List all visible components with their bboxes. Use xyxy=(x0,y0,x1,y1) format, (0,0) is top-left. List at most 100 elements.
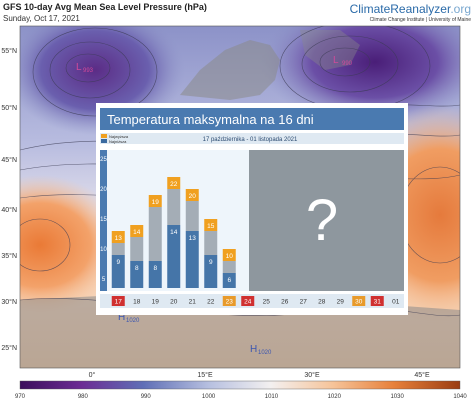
y-tick-label: 20 xyxy=(100,187,107,193)
colorbar-tick-label: 1040 xyxy=(453,394,467,400)
y-tick-label: 15 xyxy=(100,217,107,223)
x-tick-label: 20 xyxy=(170,299,178,306)
legend-label-high: Najwyższa xyxy=(109,134,129,139)
data-label-high: 15 xyxy=(207,223,215,230)
high-value: 1020 xyxy=(126,318,140,324)
bar-range xyxy=(111,243,125,255)
x-tick-label: 24 xyxy=(244,299,252,306)
bar-high-temperature xyxy=(148,195,162,207)
pressure-colorbar xyxy=(19,380,461,390)
lat-label: 30°N xyxy=(1,298,17,306)
lat-label: 25°N xyxy=(1,344,17,352)
latitude-labels: 55°N 50°N 45°N 40°N 35°N 30°N 25°N xyxy=(1,47,17,352)
colorbar-tick-label: 1020 xyxy=(328,394,342,400)
temperature-card: Temperatura maksymalna na 16 dni 17 paźd… xyxy=(96,103,408,315)
data-label-high: 19 xyxy=(152,199,160,206)
card-title-bar xyxy=(100,108,404,130)
x-tick-label: 01 xyxy=(392,299,400,306)
lon-label: 0° xyxy=(89,371,96,379)
x-tick-label: 31 xyxy=(374,299,382,306)
low-symbol: L xyxy=(333,55,339,66)
x-tick-highlight xyxy=(111,296,125,306)
x-tick-label: 30 xyxy=(355,299,363,306)
y-axis-ticks: 5 10 15 20 25 xyxy=(100,157,107,283)
x-tick-highlight xyxy=(352,296,366,306)
map-title: GFS 10-day Avg Mean Sea Level Pressure (… xyxy=(3,2,207,12)
x-tick-highlight xyxy=(222,296,236,306)
data-label-low: 9 xyxy=(209,259,213,266)
chart-subtitle: 17 października - 01 listopada 2021 xyxy=(203,137,298,143)
subtitle-bar xyxy=(100,133,404,144)
bar-series: 13 9 14 8 19 8 22 14 20 13 15 9 10 6 xyxy=(111,177,236,288)
data-label-low: 8 xyxy=(153,265,157,272)
data-label-low: 14 xyxy=(170,229,178,236)
x-tick-highlight xyxy=(241,296,255,306)
low-symbol: L xyxy=(76,62,82,73)
bar-low-temperature xyxy=(167,225,181,288)
colorbar-tick-label: 990 xyxy=(141,394,152,400)
bar-high-temperature xyxy=(222,249,236,261)
bar-high-temperature xyxy=(111,231,125,243)
bar-range xyxy=(148,207,162,261)
colorbar-tick-label: 1010 xyxy=(265,394,279,400)
high-value: 1020 xyxy=(258,350,272,356)
bar-low-temperature xyxy=(130,261,144,288)
data-label-high: 14 xyxy=(133,229,141,236)
bar-low-temperature xyxy=(204,255,218,288)
lon-label: 15°E xyxy=(197,371,213,379)
bar-range xyxy=(167,189,181,225)
data-label-high: 13 xyxy=(115,235,123,242)
x-axis-ticks: 17 18 19 20 21 22 23 24 25 26 27 28 29 30 31 01 xyxy=(111,296,400,306)
x-tick-label: 21 xyxy=(189,299,197,306)
y-axis-strip xyxy=(100,150,107,291)
y-tick-label: 25 xyxy=(100,157,107,163)
legend-swatch-high xyxy=(101,134,107,138)
low-value: 993 xyxy=(83,68,94,74)
x-tick-label: 18 xyxy=(133,299,141,306)
y-tick-label: 10 xyxy=(100,247,107,253)
data-label-low: 8 xyxy=(135,265,139,272)
unknown-forecast-mark: ? xyxy=(306,188,338,253)
colorbar-ticks: 970 980 990 1000 1010 1020 1030 1040 xyxy=(15,394,467,400)
bar-high-temperature xyxy=(130,225,144,237)
x-tick-label: 25 xyxy=(263,299,271,306)
data-label-high: 20 xyxy=(189,193,197,200)
brand-subtitle: Climate Change Institute | University of… xyxy=(370,17,472,23)
bar-low-temperature xyxy=(148,261,162,288)
lon-label: 45°E xyxy=(414,371,430,379)
pressure-center-labels: L 993 L 990 H 1020 H 1020 xyxy=(76,55,353,356)
data-label-low: 13 xyxy=(189,235,197,242)
x-tick-label: 26 xyxy=(281,299,289,306)
high-symbol: H xyxy=(250,344,257,355)
lat-label: 40°N xyxy=(1,206,17,214)
legend: Najwyższa Najniższa xyxy=(101,134,129,144)
data-label-low: 9 xyxy=(116,259,120,266)
x-tick-label: 17 xyxy=(115,299,123,306)
longitude-labels: 0° 15°E 30°E 45°E xyxy=(89,371,430,379)
bar-low-temperature xyxy=(111,255,125,288)
data-label-high: 22 xyxy=(170,181,178,188)
bar-range xyxy=(204,231,218,255)
lat-label: 45°N xyxy=(1,156,17,164)
bar-range xyxy=(222,261,236,273)
bar-high-temperature xyxy=(204,219,218,231)
data-label-high: 10 xyxy=(226,253,234,260)
low-value: 990 xyxy=(342,61,353,67)
plot-area-unknown xyxy=(249,150,404,291)
bar-high-temperature xyxy=(185,189,199,201)
bar-low-temperature xyxy=(185,231,199,288)
x-tick-label: 29 xyxy=(337,299,345,306)
bar-range xyxy=(130,237,144,261)
map-date: Sunday, Oct 17, 2021 xyxy=(3,14,80,23)
chart-title: Temperatura maksymalna na 16 dni xyxy=(107,112,314,127)
legend-label-low: Najniższa xyxy=(109,139,127,144)
lon-label: 30°E xyxy=(304,371,320,379)
high-symbol: H xyxy=(118,312,125,323)
x-tick-label: 22 xyxy=(207,299,215,306)
legend-swatch-low xyxy=(101,139,107,143)
colorbar-tick-label: 1000 xyxy=(202,394,216,400)
x-tick-label: 28 xyxy=(318,299,326,306)
bar-low-temperature xyxy=(222,273,236,288)
x-tick-label: 27 xyxy=(300,299,308,306)
